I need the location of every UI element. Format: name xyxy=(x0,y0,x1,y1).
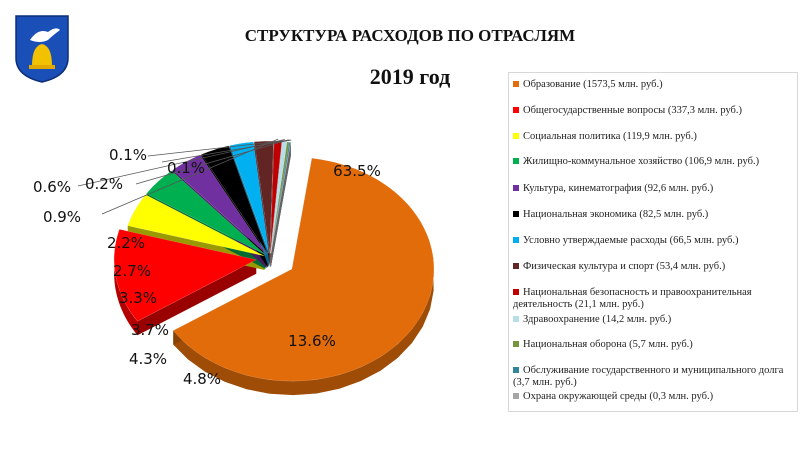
legend-item-7: Физическая культура и спорт (53,4 млн. р… xyxy=(513,261,793,273)
dove-shape xyxy=(30,28,60,42)
legend-label: Здравоохранение (14,2 млн. руб.) xyxy=(523,314,672,325)
leader-line xyxy=(161,139,292,163)
pie-slice-10 xyxy=(270,141,290,254)
data-label-6: 2.7% xyxy=(113,262,151,280)
pie-chart: 63.5%13.6%4.8%4.3%3.7%3.3%2.7%2.2%0.9%0.… xyxy=(33,138,435,396)
legend-swatch xyxy=(513,340,519,347)
legend-item-8: Национальная безопасность и правоохранит… xyxy=(513,287,793,311)
data-label-3: 4.3% xyxy=(129,350,167,368)
legend-item-4: Культура, кинематография (92,6 млн. руб.… xyxy=(513,183,793,195)
chart-subtitle: 2019 год xyxy=(369,64,451,89)
legend-swatch xyxy=(513,236,519,243)
data-label-8: 0.9% xyxy=(43,208,81,226)
data-label-0: 63.5% xyxy=(333,162,381,180)
data-label-1: 13.6% xyxy=(288,332,336,350)
legend-label: Физическая культура и спорт (53,4 млн. р… xyxy=(523,261,726,272)
legend-label: Условно утверждаемые расходы (66,5 млн. … xyxy=(523,235,739,246)
legend-label: Социальная политика (119,9 млн. руб.) xyxy=(523,131,697,142)
leader-line xyxy=(135,139,289,185)
legend-item-9: Здравоохранение (14,2 млн. руб.) xyxy=(513,314,793,326)
pie-slice-5 xyxy=(200,145,268,254)
bell-rim xyxy=(29,65,55,69)
pie-slice-wall xyxy=(137,259,257,336)
legend-label: Национальная экономика (82,5 млн. руб.) xyxy=(523,209,709,220)
legend-swatch xyxy=(513,392,519,399)
data-label-5: 3.3% xyxy=(119,289,157,307)
legend-swatch xyxy=(513,262,519,269)
legend-label: Общегосударственные вопросы (337,3 млн. … xyxy=(523,105,743,116)
pie-slice-3 xyxy=(146,170,266,256)
pie-slice-6 xyxy=(229,141,270,254)
bell-shape xyxy=(32,44,52,66)
data-label-11: 0.1% xyxy=(109,146,147,164)
pie-slice-wall xyxy=(270,142,291,268)
legend-swatch xyxy=(513,106,519,113)
data-label-10: 0.2% xyxy=(85,175,123,193)
legend-swatch xyxy=(513,210,519,217)
coat-of-arms-icon xyxy=(15,15,69,83)
pie-slice-wall xyxy=(269,141,274,268)
legend-item-0: Образование (1573,5 млн. руб.) xyxy=(513,79,793,91)
data-label-9: 0.6% xyxy=(33,178,71,196)
pie-slice-12 xyxy=(270,142,292,254)
legend-item-5: Национальная экономика (82,5 млн. руб.) xyxy=(513,209,793,221)
legend-item-2: Социальная политика (119,9 млн. руб.) xyxy=(513,131,793,143)
legend-label: Культура, кинематография (92,6 млн. руб.… xyxy=(523,183,714,194)
legend-label: Образование (1573,5 млн. руб.) xyxy=(523,79,663,90)
data-label-12: 0.1% xyxy=(167,159,205,177)
data-label-2: 4.8% xyxy=(183,370,221,388)
legend-label: Охрана окружающей среды (0,3 млн. руб.) xyxy=(523,391,714,402)
pie-slice-1 xyxy=(113,229,257,322)
legend-item-3: Жилищно-коммунальное хозяйство (106,9 мл… xyxy=(513,156,793,168)
legend-label: Жилищно-коммунальное хозяйство (106,9 мл… xyxy=(523,156,760,167)
pie-slice-0 xyxy=(172,157,435,382)
chart-legend: Образование (1573,5 млн. руб.) Общегосуда… xyxy=(508,72,798,412)
legend-swatch xyxy=(513,288,519,295)
pie-slice-2 xyxy=(127,194,265,257)
legend-label: Национальная оборона (5,7 млн. руб.) xyxy=(523,339,693,350)
legend-item-1: Общегосударственные вопросы (337,3 млн. … xyxy=(513,105,793,117)
chart-title: СТРУКТУРА РАСХОДОВ ПО ОТРАСЛЯМ xyxy=(244,26,576,45)
legend-item-12: Охрана окружающей среды (0,3 млн. руб.) xyxy=(513,391,793,403)
legend-label: Обслуживание государственного и муниципа… xyxy=(513,365,784,388)
legend-item-6: Условно утверждаемые расходы (66,5 млн. … xyxy=(513,235,793,247)
pie-slice-11 xyxy=(270,141,291,254)
legend-swatch xyxy=(513,132,519,139)
legend-item-10: Национальная оборона (5,7 млн. руб.) xyxy=(513,339,793,351)
legend-swatch xyxy=(513,80,519,87)
data-label-4: 3.7% xyxy=(131,321,169,339)
legend-swatch xyxy=(513,184,519,191)
data-label-7: 2.2% xyxy=(107,234,145,252)
legend-swatch xyxy=(513,157,519,164)
legend-swatch xyxy=(513,366,519,373)
legend-label: Национальная безопасность и правоохранит… xyxy=(513,287,752,310)
legend-item-11: Обслуживание государственного и муниципа… xyxy=(513,365,793,389)
legend-swatch xyxy=(513,315,519,322)
leader-line xyxy=(147,139,291,157)
